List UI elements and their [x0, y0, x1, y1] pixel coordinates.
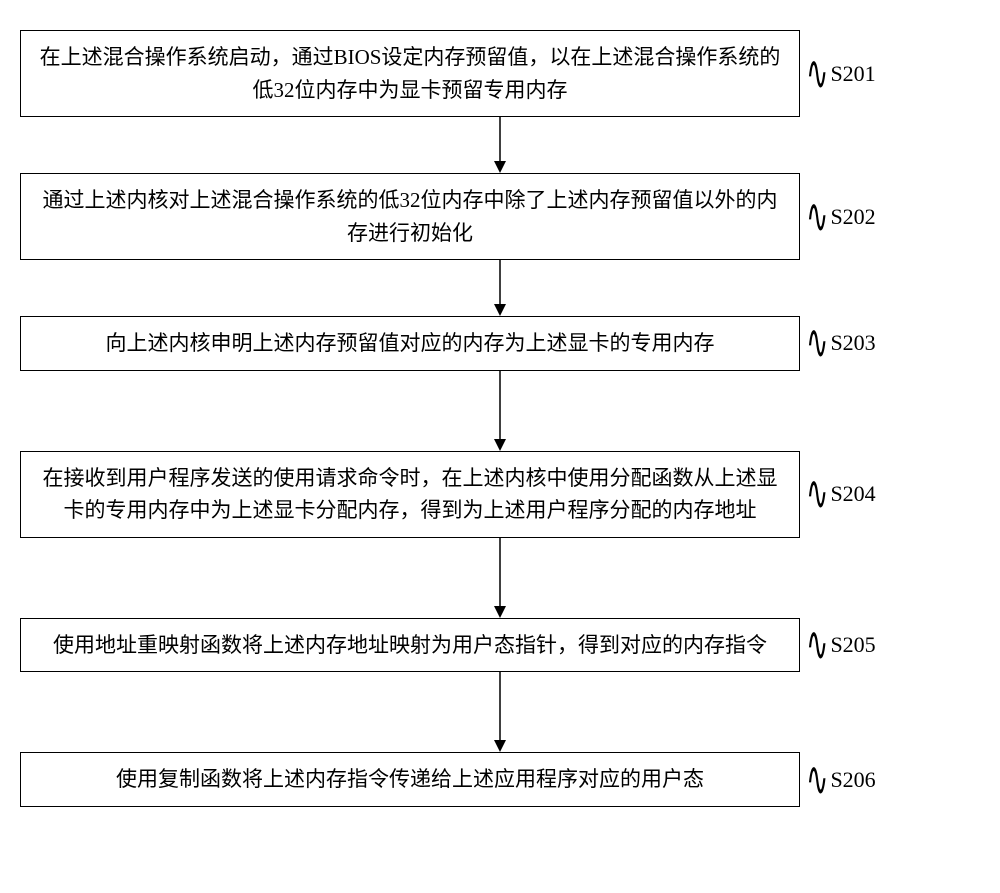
flow-arrow	[110, 117, 890, 173]
flow-step-label-col: ∿ S203	[808, 330, 876, 356]
flow-arrow	[110, 260, 890, 316]
flow-step-box: 使用地址重映射函数将上述内存地址映射为用户态指针，得到对应的内存指令	[20, 618, 800, 673]
connector-tilde-icon: ∿	[806, 621, 828, 669]
flow-step-row: 向上述内核申明上述内存预留值对应的内存为上述显卡的专用内存 ∿ S203	[20, 316, 980, 371]
flow-step-box: 向上述内核申明上述内存预留值对应的内存为上述显卡的专用内存	[20, 316, 800, 371]
connector-tilde-icon: ∿	[806, 755, 828, 803]
connector-tilde-icon: ∿	[806, 470, 828, 518]
flow-step-label-col: ∿ S202	[808, 204, 876, 230]
flowchart-container: 在上述混合操作系统启动，通过BIOS设定内存预留值，以在上述混合操作系统的低32…	[20, 30, 980, 807]
flow-step-id: S203	[830, 330, 875, 356]
connector-tilde-icon: ∿	[806, 319, 828, 367]
flow-step-id: S201	[830, 61, 875, 87]
flow-arrow	[110, 371, 890, 451]
flow-step-label-col: ∿ S206	[808, 767, 876, 793]
flow-step-row: 在上述混合操作系统启动，通过BIOS设定内存预留值，以在上述混合操作系统的低32…	[20, 30, 980, 117]
flow-step-label-col: ∿ S204	[808, 481, 876, 507]
connector-tilde-icon: ∿	[806, 49, 828, 97]
flow-step-id: S204	[830, 481, 875, 507]
connector-tilde-icon: ∿	[806, 192, 828, 240]
flow-arrow	[110, 538, 890, 618]
flow-step-box: 在接收到用户程序发送的使用请求命令时，在上述内核中使用分配函数从上述显卡的专用内…	[20, 451, 800, 538]
flow-step-row: 通过上述内核对上述混合操作系统的低32位内存中除了上述内存预留值以外的内存进行初…	[20, 173, 980, 260]
flow-step-row: 使用地址重映射函数将上述内存地址映射为用户态指针，得到对应的内存指令 ∿ S20…	[20, 618, 980, 673]
flow-step-id: S206	[830, 767, 875, 793]
flow-step-row: 使用复制函数将上述内存指令传递给上述应用程序对应的用户态 ∿ S206	[20, 752, 980, 807]
flow-step-box: 使用复制函数将上述内存指令传递给上述应用程序对应的用户态	[20, 752, 800, 807]
flow-step-label-col: ∿ S205	[808, 632, 876, 658]
flow-arrow	[110, 672, 890, 752]
flow-step-box: 通过上述内核对上述混合操作系统的低32位内存中除了上述内存预留值以外的内存进行初…	[20, 173, 800, 260]
flow-step-box: 在上述混合操作系统启动，通过BIOS设定内存预留值，以在上述混合操作系统的低32…	[20, 30, 800, 117]
flow-step-row: 在接收到用户程序发送的使用请求命令时，在上述内核中使用分配函数从上述显卡的专用内…	[20, 451, 980, 538]
flow-step-id: S205	[830, 632, 875, 658]
flow-step-id: S202	[830, 204, 875, 230]
flow-step-label-col: ∿ S201	[808, 61, 876, 87]
